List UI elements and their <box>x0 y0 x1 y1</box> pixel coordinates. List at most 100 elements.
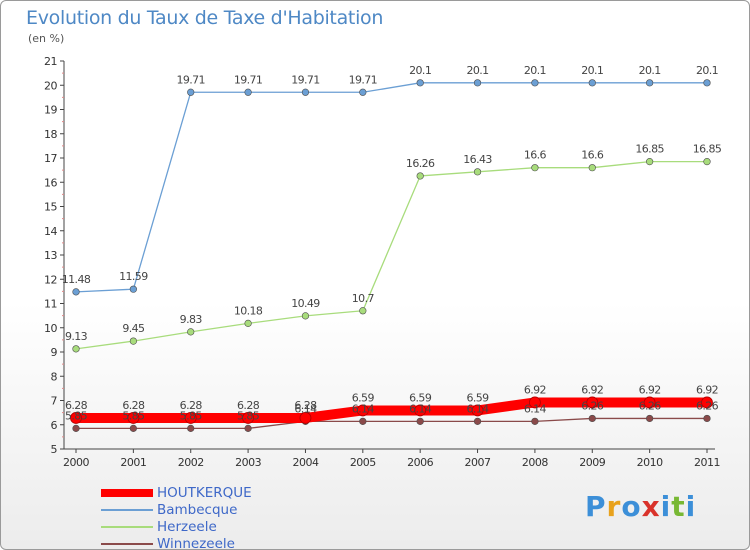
data-point-winnezeele <box>473 417 482 425</box>
data-point-winnezeele <box>72 424 80 432</box>
y-tick-label: 16 <box>44 176 57 189</box>
data-label-herzeele: 16.6 <box>581 149 604 162</box>
data-point-winnezeele <box>359 417 367 425</box>
data-label-houtkerque: 6.92 <box>639 383 661 396</box>
data-point-bambecque <box>416 79 424 87</box>
data-label-bambecque: 11.48 <box>62 273 91 286</box>
y-tick-label: 14 <box>44 225 57 238</box>
data-point-houtkerque <box>414 404 427 417</box>
y-tick-label: 11 <box>44 298 57 311</box>
data-label-winnezeele: 6.26 <box>696 399 719 412</box>
data-point-herzeele <box>359 307 367 315</box>
x-tick-label: 2000 <box>63 456 89 469</box>
proxiti-logo: Proxiti <box>585 490 696 523</box>
unit-label: (en %) <box>28 32 65 45</box>
data-label-winnezeele: 6.14 <box>524 402 547 415</box>
x-tick-label: 2006 <box>407 456 433 469</box>
legend-label-houtkerque: HOUTKERQUE <box>157 485 252 501</box>
x-tick-label: 2005 <box>350 456 376 469</box>
data-point-bambecque <box>531 79 539 87</box>
x-tick-label: 2001 <box>120 456 146 469</box>
data-label-bambecque: 19.71 <box>234 73 263 86</box>
x-tick-label: 2008 <box>522 456 548 469</box>
data-point-houtkerque <box>643 396 656 409</box>
y-tick-label: 8 <box>51 370 58 383</box>
data-point-herzeele <box>244 319 252 327</box>
y-tick-label: 12 <box>44 273 57 286</box>
legend-label-herzeele: Herzeele <box>157 519 217 535</box>
data-label-bambecque: 20.1 <box>581 64 603 77</box>
series-line-houtkerque <box>76 397 707 423</box>
y-tick-label: 10 <box>44 322 57 335</box>
chart-title: Evolution du Taux de Taxe d'Habitation <box>26 7 384 29</box>
data-point-houtkerque <box>586 396 599 409</box>
x-tick-label: 2011 <box>694 456 720 469</box>
y-tick-label: 6 <box>51 419 58 432</box>
logo-letter: x <box>641 490 661 523</box>
data-label-bambecque: 20.1 <box>466 64 488 77</box>
data-label-houtkerque: 6.28 <box>65 399 88 412</box>
x-tick-label: 2004 <box>292 456 318 469</box>
y-tick-label: 17 <box>44 152 57 165</box>
y-tick-label: 9 <box>51 346 58 359</box>
data-label-herzeele: 16.85 <box>693 143 722 156</box>
data-point-houtkerque <box>299 412 312 424</box>
data-label-houtkerque: 6.28 <box>237 399 260 412</box>
data-point-herzeele <box>473 168 482 176</box>
logo-letter: i <box>685 490 697 523</box>
data-point-winnezeele <box>531 417 539 425</box>
data-point-winnezeele <box>244 424 252 432</box>
x-tick-label: 2003 <box>235 456 261 469</box>
x-tick-label: 2002 <box>178 456 204 469</box>
data-label-winnezeele: 6.26 <box>639 399 662 412</box>
series-line-herzeele <box>75 160 707 350</box>
x-tick-label: 2009 <box>579 456 605 469</box>
data-point-herzeele <box>416 172 424 180</box>
data-label-winnezeele: 6.26 <box>581 399 604 412</box>
data-label-winnezeele: 5.85 <box>122 409 145 422</box>
data-point-herzeele <box>646 158 654 166</box>
data-point-herzeele <box>703 158 711 166</box>
data-label-herzeele: 16.85 <box>635 143 664 156</box>
data-point-bambecque <box>301 88 310 96</box>
data-label-winnezeele: 5.85 <box>237 409 260 422</box>
data-label-bambecque: 20.1 <box>639 64 661 77</box>
data-label-herzeele: 16.26 <box>406 157 435 170</box>
data-label-houtkerque: 6.59 <box>409 391 432 404</box>
data-point-bambecque <box>244 88 252 96</box>
data-label-bambecque: 20.1 <box>696 64 718 77</box>
y-tick-label: 13 <box>44 249 57 262</box>
data-point-winnezeele <box>588 414 596 423</box>
data-label-herzeele: 16.6 <box>524 149 547 162</box>
data-label-winnezeele: 6.14 <box>409 402 432 415</box>
data-point-bambecque <box>588 79 596 87</box>
data-point-herzeele <box>187 328 195 336</box>
data-point-houtkerque <box>529 396 541 409</box>
data-point-bambecque <box>646 79 654 87</box>
data-label-herzeele: 9.83 <box>180 313 203 326</box>
data-label-houtkerque: 6.92 <box>696 383 718 396</box>
data-point-bambecque <box>703 79 711 87</box>
y-tick-label: 20 <box>44 79 57 92</box>
y-tick-label: 19 <box>44 104 57 117</box>
data-point-herzeele <box>129 337 137 345</box>
data-label-herzeele: 10.49 <box>291 297 320 310</box>
data-label-winnezeele: 5.85 <box>180 409 203 422</box>
data-label-bambecque: 19.71 <box>291 73 320 86</box>
logo-letter: r <box>606 490 622 523</box>
logo-letter: i <box>660 490 672 523</box>
series-line-bambecque <box>75 82 707 293</box>
data-point-bambecque <box>72 288 80 296</box>
data-label-houtkerque: 6.59 <box>352 391 375 404</box>
data-label-houtkerque: 6.59 <box>466 391 489 404</box>
y-tick-label: 21 <box>44 55 57 68</box>
data-label-houtkerque: 6.28 <box>294 399 317 412</box>
x-tick-label: 2010 <box>637 456 663 469</box>
y-tick-label: 5 <box>51 443 58 456</box>
data-label-herzeele: 9.13 <box>65 330 88 343</box>
data-point-herzeele <box>72 345 80 353</box>
data-point-herzeele <box>301 312 310 320</box>
data-point-winnezeele <box>187 424 195 432</box>
